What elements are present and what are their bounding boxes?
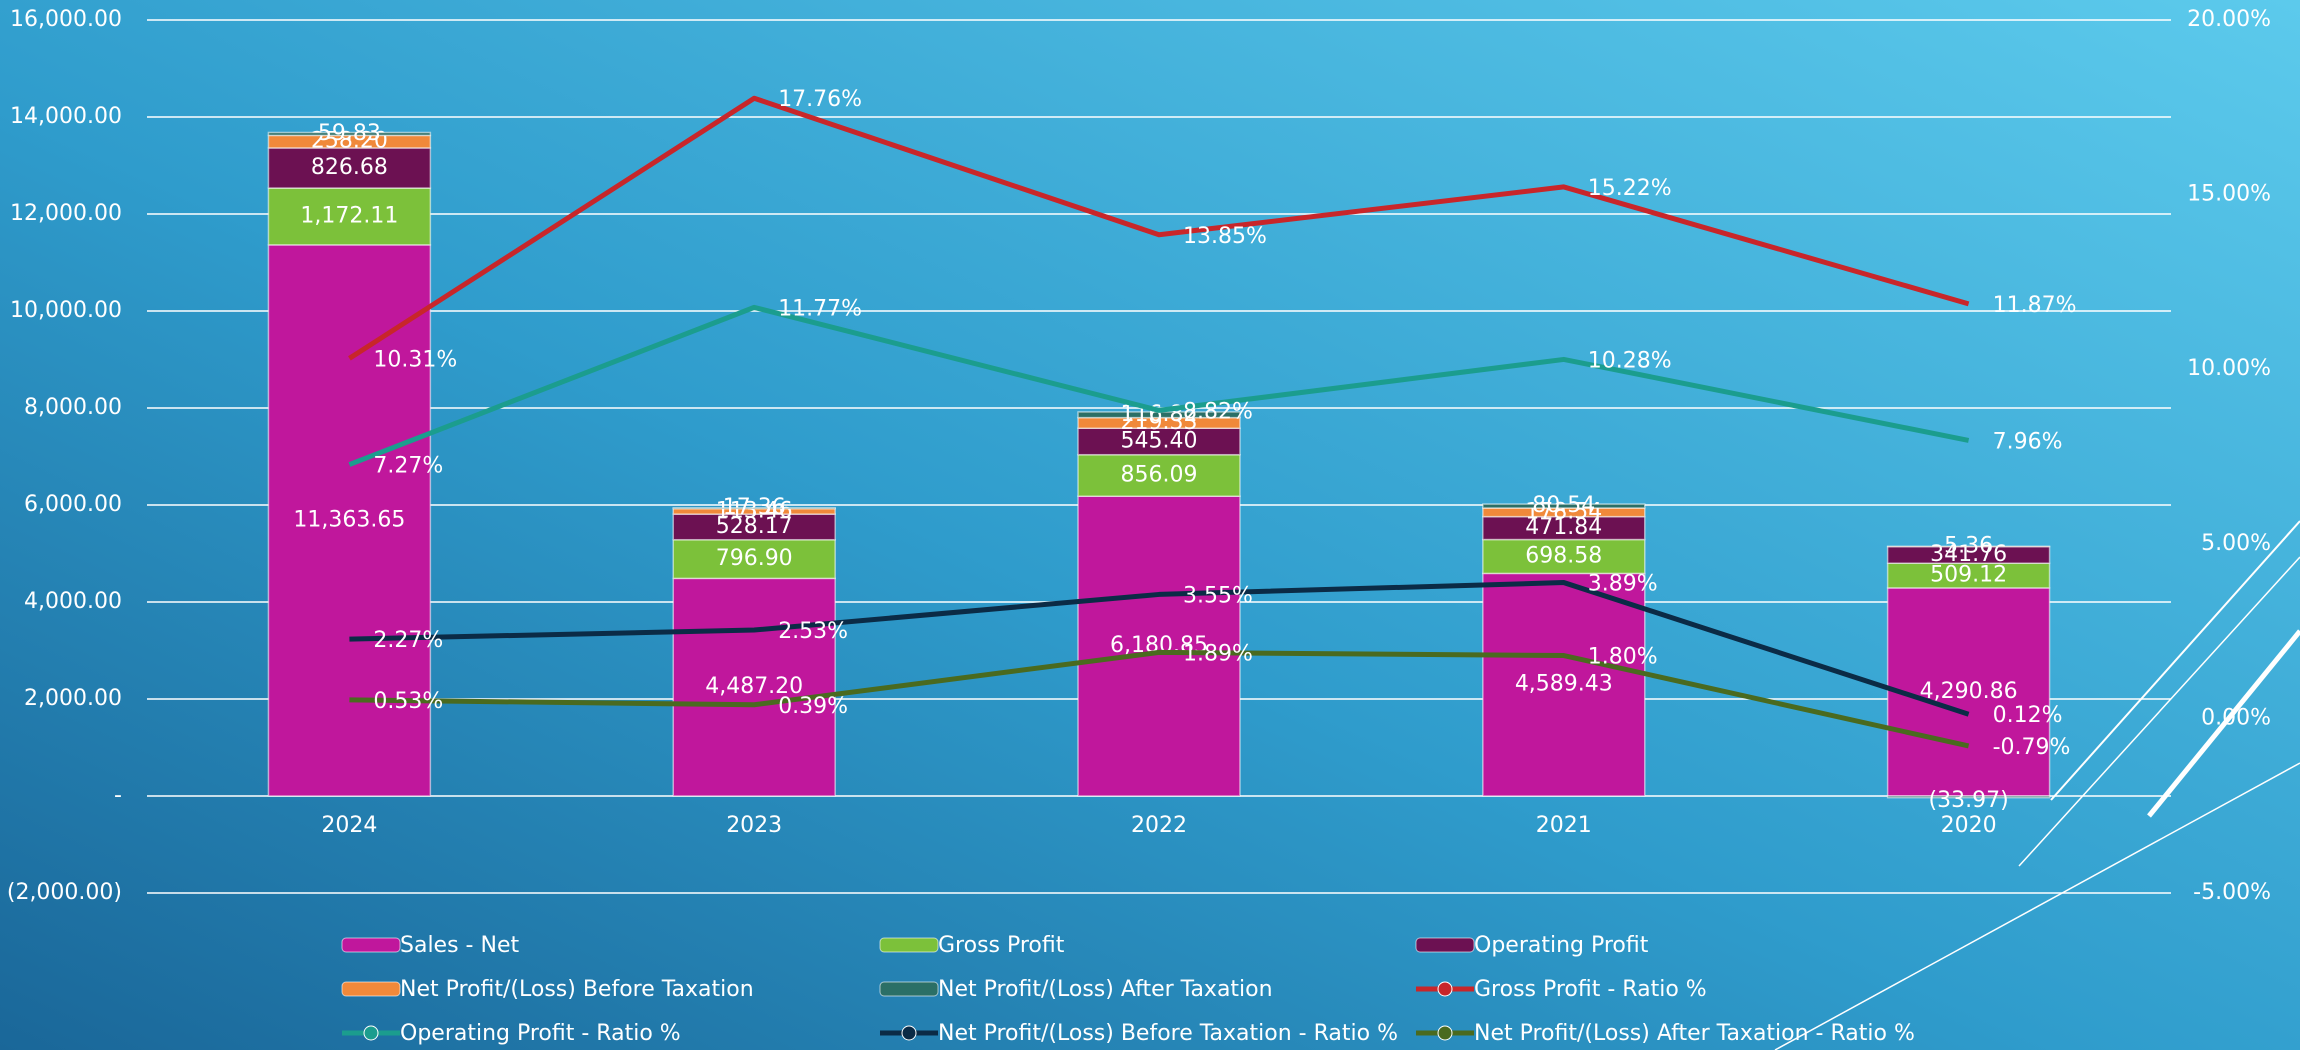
- data-label: 2.53%: [778, 619, 848, 644]
- legend-item: Net Profit/(Loss) After Taxation - Ratio…: [1416, 1021, 1915, 1046]
- legend-item: Net Profit/(Loss) Before Taxation - Rati…: [880, 1021, 1398, 1046]
- data-label: 856.09: [1121, 462, 1198, 487]
- data-label: 0.12%: [1993, 703, 2063, 728]
- y2-tick-label: -5.00%: [2193, 880, 2271, 905]
- data-label: 3.55%: [1183, 583, 1253, 608]
- data-label: 59.83: [318, 121, 381, 146]
- data-label: 10.31%: [373, 347, 457, 372]
- data-label: 0.39%: [778, 694, 848, 719]
- legend-label: Net Profit/(Loss) After Taxation: [938, 977, 1273, 1002]
- data-label: 7.96%: [1993, 429, 2063, 454]
- legend-marker: [1438, 982, 1452, 996]
- data-label: 4,290.86: [1920, 679, 2018, 704]
- y-tick-label: 8,000.00: [24, 395, 122, 420]
- data-label: 17.76%: [778, 87, 862, 112]
- data-label: 11.77%: [778, 296, 862, 321]
- data-label: 17.36: [723, 495, 786, 520]
- y2-tick-label: 10.00%: [2187, 356, 2271, 381]
- legend-label: Net Profit/(Loss) After Taxation - Ratio…: [1474, 1021, 1915, 1046]
- legend-label: Operating Profit - Ratio %: [400, 1021, 681, 1046]
- y2-tick-label: 0.00%: [2201, 705, 2271, 730]
- y-tick-label: (2,000.00): [7, 880, 122, 905]
- x-tick-label: 2020: [1941, 813, 1997, 838]
- data-label: 7.27%: [373, 454, 443, 479]
- legend-label: Gross Profit - Ratio %: [1474, 977, 1707, 1002]
- y2-tick-label: 5.00%: [2201, 531, 2271, 556]
- y-tick-label: 4,000.00: [24, 589, 122, 614]
- data-label: 11.87%: [1993, 293, 2077, 318]
- data-label: 698.58: [1525, 543, 1602, 568]
- x-tick-label: 2024: [321, 813, 377, 838]
- legend-marker: [902, 1026, 916, 1040]
- y-tick-label: 10,000.00: [10, 298, 122, 323]
- x-tick-label: 2023: [726, 813, 782, 838]
- y-tick-label: 16,000.00: [10, 7, 122, 32]
- y2-tick-label: 20.00%: [2187, 7, 2271, 32]
- legend-label: Net Profit/(Loss) Before Taxation - Rati…: [938, 1021, 1398, 1046]
- legend-label: Net Profit/(Loss) Before Taxation: [400, 977, 754, 1002]
- data-label: 796.90: [716, 546, 793, 571]
- legend-label: Operating Profit: [1474, 933, 1649, 958]
- y-tick-label: 2,000.00: [24, 686, 122, 711]
- y2-tick-label: 15.00%: [2187, 182, 2271, 207]
- y-tick-label: 12,000.00: [10, 201, 122, 226]
- x-tick-label: 2022: [1131, 813, 1187, 838]
- data-label: 80.54: [1532, 493, 1595, 518]
- data-label: 4,589.43: [1515, 672, 1613, 697]
- data-label: 1,172.11: [300, 203, 398, 228]
- legend-marker: [342, 982, 400, 996]
- legend-marker: [342, 938, 400, 952]
- data-label: (33.97): [1929, 788, 2009, 813]
- legend-item: Net Profit/(Loss) Before Taxation: [342, 977, 754, 1002]
- y-tick-label: -: [114, 783, 122, 808]
- y-tick-label: 6,000.00: [24, 492, 122, 517]
- data-label: 1.80%: [1588, 645, 1658, 670]
- legend-marker: [1416, 938, 1474, 952]
- legend-label: Gross Profit: [938, 933, 1065, 958]
- legend-marker: [364, 1026, 378, 1040]
- data-label: 13.85%: [1183, 224, 1267, 249]
- data-label: 1.89%: [1183, 641, 1253, 666]
- data-label: 11,363.65: [293, 507, 405, 532]
- page: (2,000.00) - 2,000.00 4,000.00 6,000.00 8,000…: [0, 0, 2300, 1050]
- chart: (2,000.00) - 2,000.00 4,000.00 6,000.00 8,000…: [0, 0, 2300, 1050]
- data-label: 15.22%: [1588, 176, 1672, 201]
- data-label: 0.53%: [373, 689, 443, 714]
- data-label: 5.36: [1944, 533, 1993, 558]
- legend-label: Sales - Net: [400, 933, 519, 958]
- data-label: 826.68: [311, 155, 388, 180]
- data-label: 2.27%: [373, 628, 443, 653]
- data-label: 3.89%: [1588, 572, 1658, 597]
- data-label: 10.28%: [1588, 348, 1672, 373]
- data-label: -0.79%: [1993, 735, 2071, 760]
- legend-marker: [1438, 1026, 1452, 1040]
- legend-marker: [880, 982, 938, 996]
- legend-item: Net Profit/(Loss) After Taxation: [880, 977, 1273, 1002]
- data-label: 8.82%: [1183, 399, 1253, 424]
- y-tick-label: 14,000.00: [10, 104, 122, 129]
- legend-marker: [880, 938, 938, 952]
- x-tick-label: 2021: [1536, 813, 1592, 838]
